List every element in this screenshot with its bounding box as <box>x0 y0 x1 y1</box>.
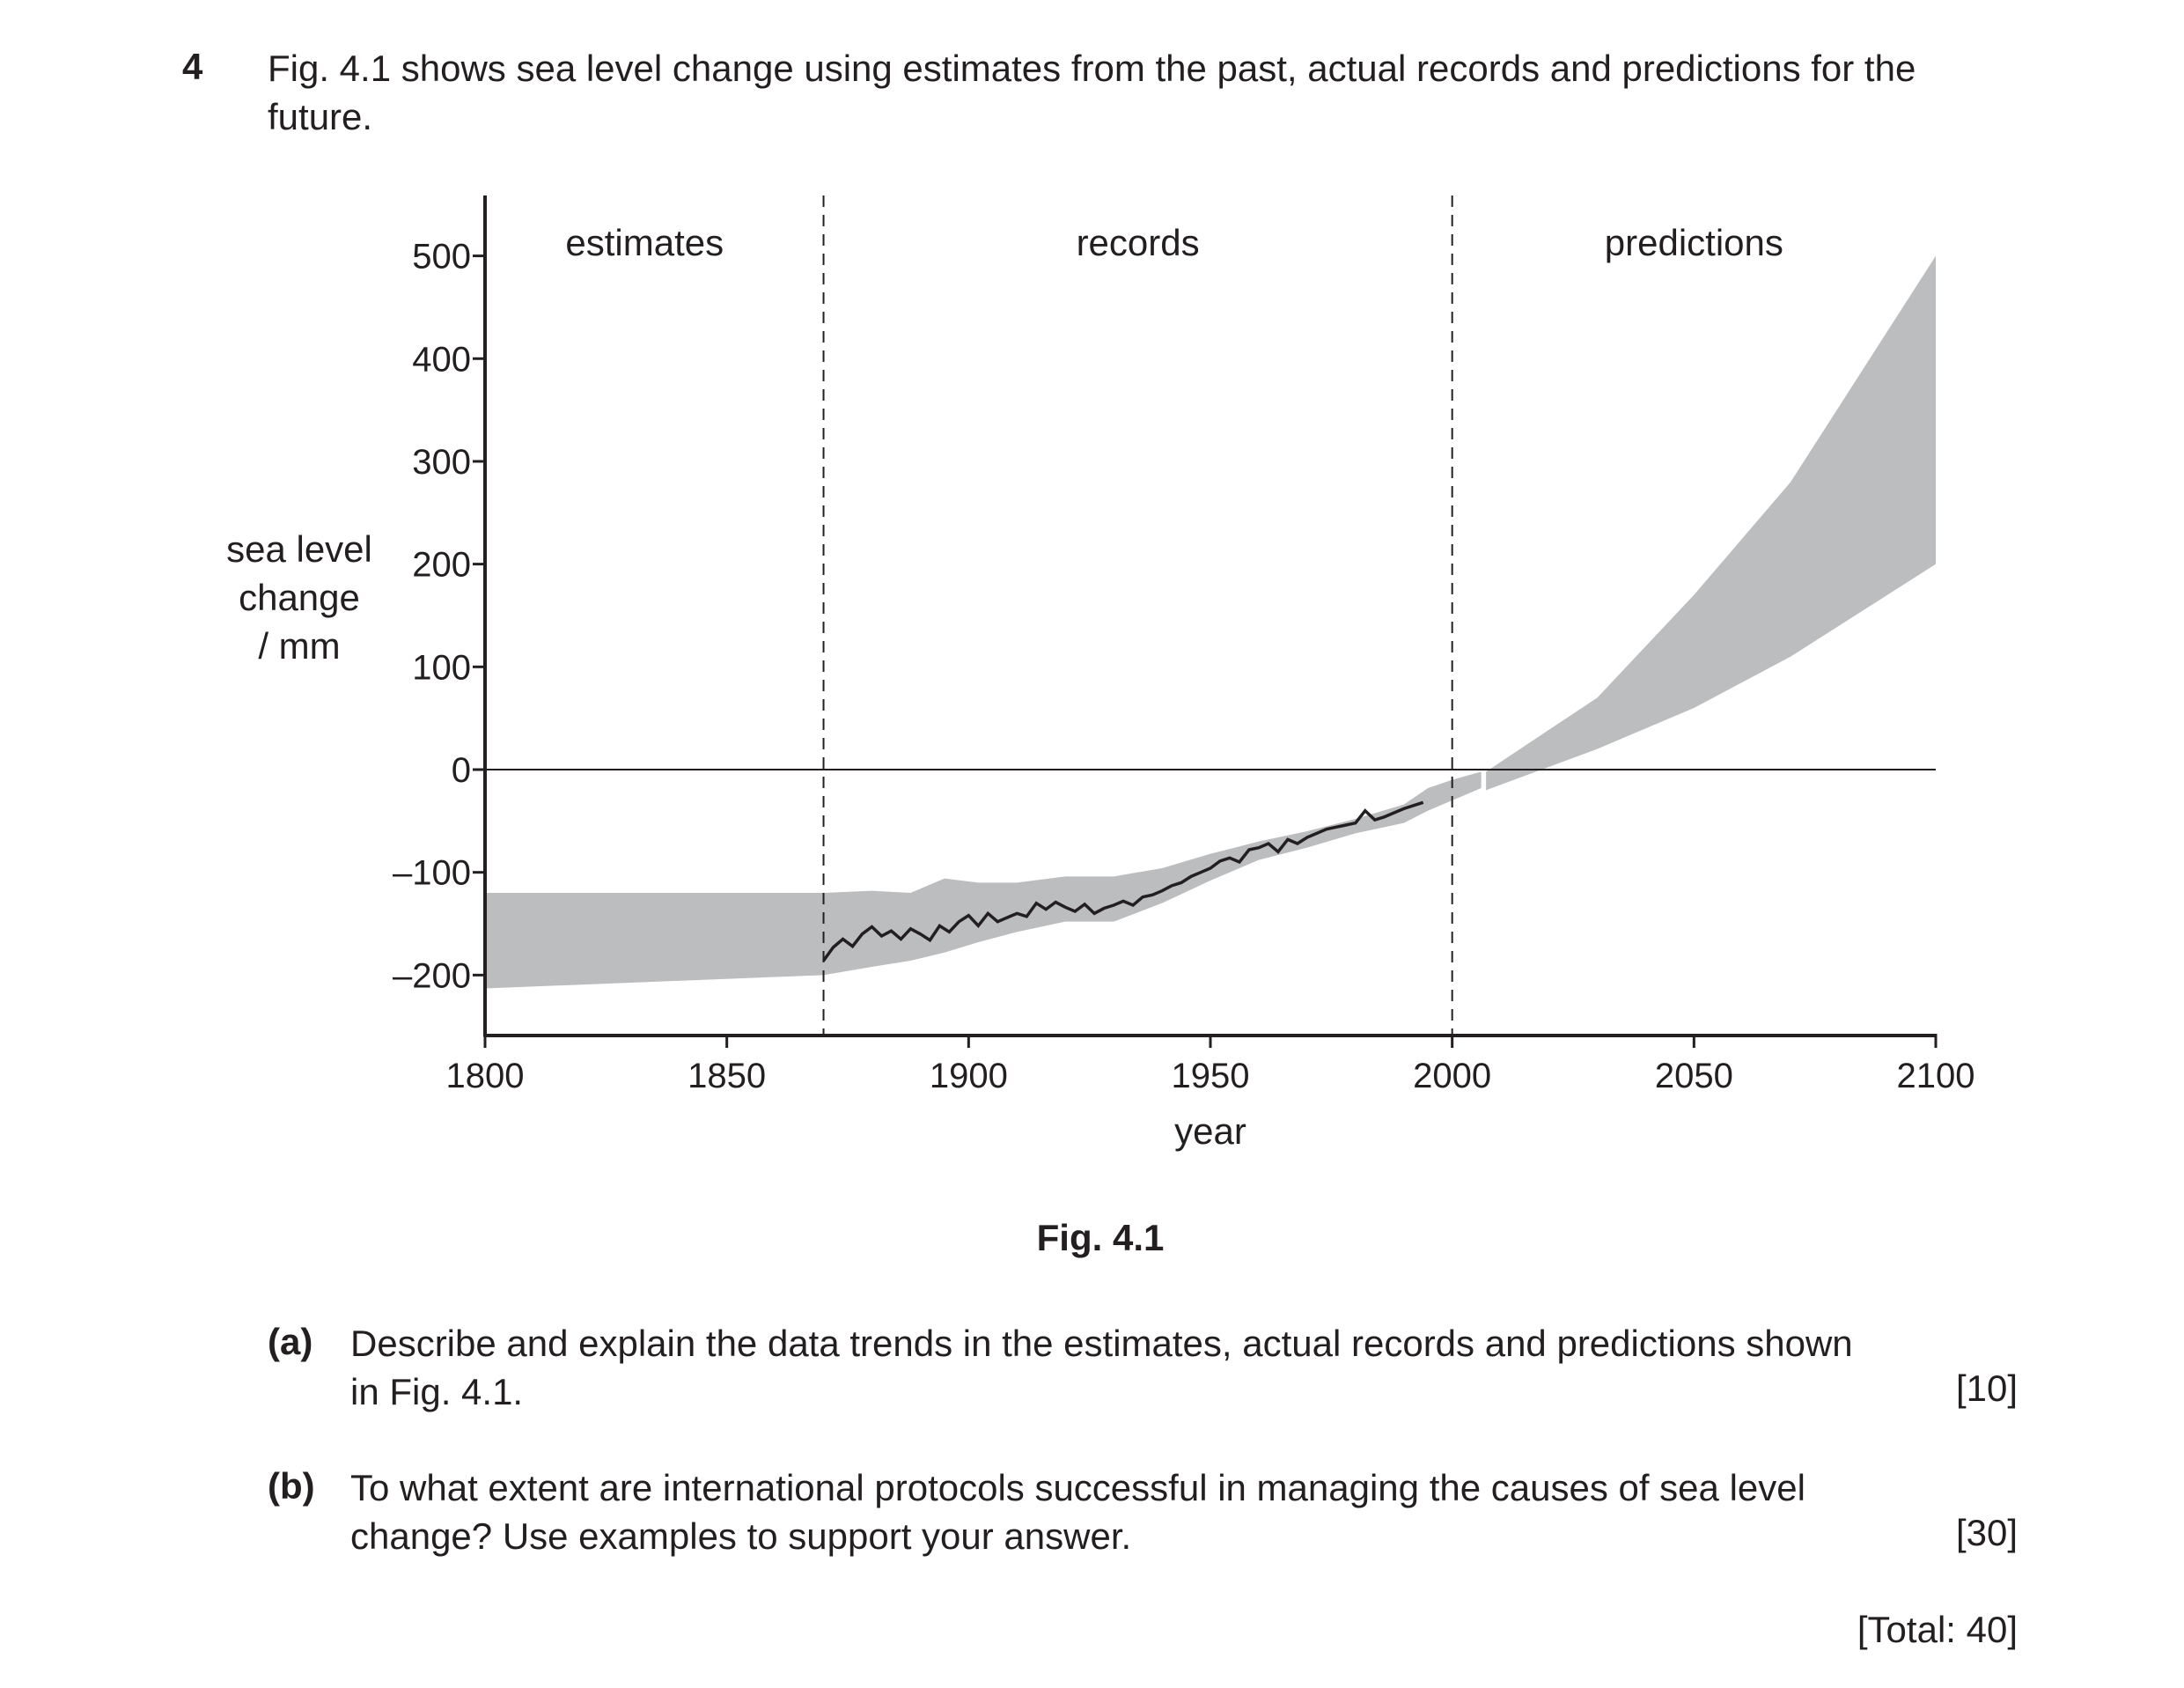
x-tick-label: 1950 <box>1172 1057 1250 1095</box>
reference-lines <box>485 195 1936 1036</box>
x-tick-label: 1800 <box>446 1057 525 1095</box>
y-tick-label: –100 <box>393 854 471 893</box>
region-label: records <box>1077 222 1200 263</box>
y-tick-label: 100 <box>412 648 471 687</box>
part-a-line-1: Describe and explain the data trends in … <box>350 1323 1853 1364</box>
part-b-marks: [30] <box>1955 1512 2018 1553</box>
part-b-label: (b) <box>268 1465 315 1507</box>
region-label: predictions <box>1605 222 1783 263</box>
part-a-line-2: in Fig. 4.1. <box>350 1371 524 1412</box>
y-tick-label: 500 <box>412 238 471 276</box>
x-tick-label: 1850 <box>688 1057 766 1095</box>
chart-axes: 500 400 300 200 100 0 –100 –200 1800 1850 1900 1950… <box>393 195 1974 1095</box>
y-axis-label-line: / mm <box>258 625 340 667</box>
predictions-band <box>1486 255 1936 791</box>
region-label: estimates <box>565 222 724 263</box>
y-tick-label: 300 <box>412 443 471 482</box>
uncertainty-bands <box>485 255 1936 989</box>
total-marks: [Total: 40] <box>1857 1609 2018 1650</box>
records-band <box>823 771 1482 976</box>
y-tick-label: 0 <box>452 751 471 790</box>
x-tick-label: 2100 <box>1897 1057 1975 1095</box>
x-axis-label: year <box>1174 1110 1246 1152</box>
y-tick-label: 200 <box>412 546 471 585</box>
y-tick-label: –200 <box>393 956 471 995</box>
estimates-band <box>485 893 824 989</box>
x-tick-label: 1900 <box>930 1057 1008 1095</box>
y-axis-label-line: sea level <box>226 528 372 570</box>
chart-labels: estimates records predictions year sea level… <box>226 222 1783 1152</box>
question-intro: Fig. 4.1 shows sea level change using es… <box>268 48 1916 137</box>
part-a-label: (a) <box>268 1321 313 1362</box>
y-tick-label: 400 <box>412 340 471 379</box>
figure-caption: Fig. 4.1 <box>1036 1217 1165 1258</box>
question-number: 4 <box>182 46 203 87</box>
records-line <box>822 800 1424 962</box>
part-a-text: Describe and explain the data trends in … <box>350 1319 2018 1416</box>
y-axis-label-line: change <box>239 577 360 618</box>
x-tick-label: 2000 <box>1413 1057 1491 1095</box>
part-a-marks: [10] <box>1955 1367 2018 1409</box>
part-b-line-2: change? Use examples to support your ans… <box>350 1515 1132 1557</box>
x-tick-label: 2050 <box>1655 1057 1733 1095</box>
part-b-text: To what extent are international protoco… <box>350 1463 2018 1560</box>
part-b-line-1: To what extent are international protoco… <box>350 1467 1805 1508</box>
records-series <box>822 800 1424 962</box>
